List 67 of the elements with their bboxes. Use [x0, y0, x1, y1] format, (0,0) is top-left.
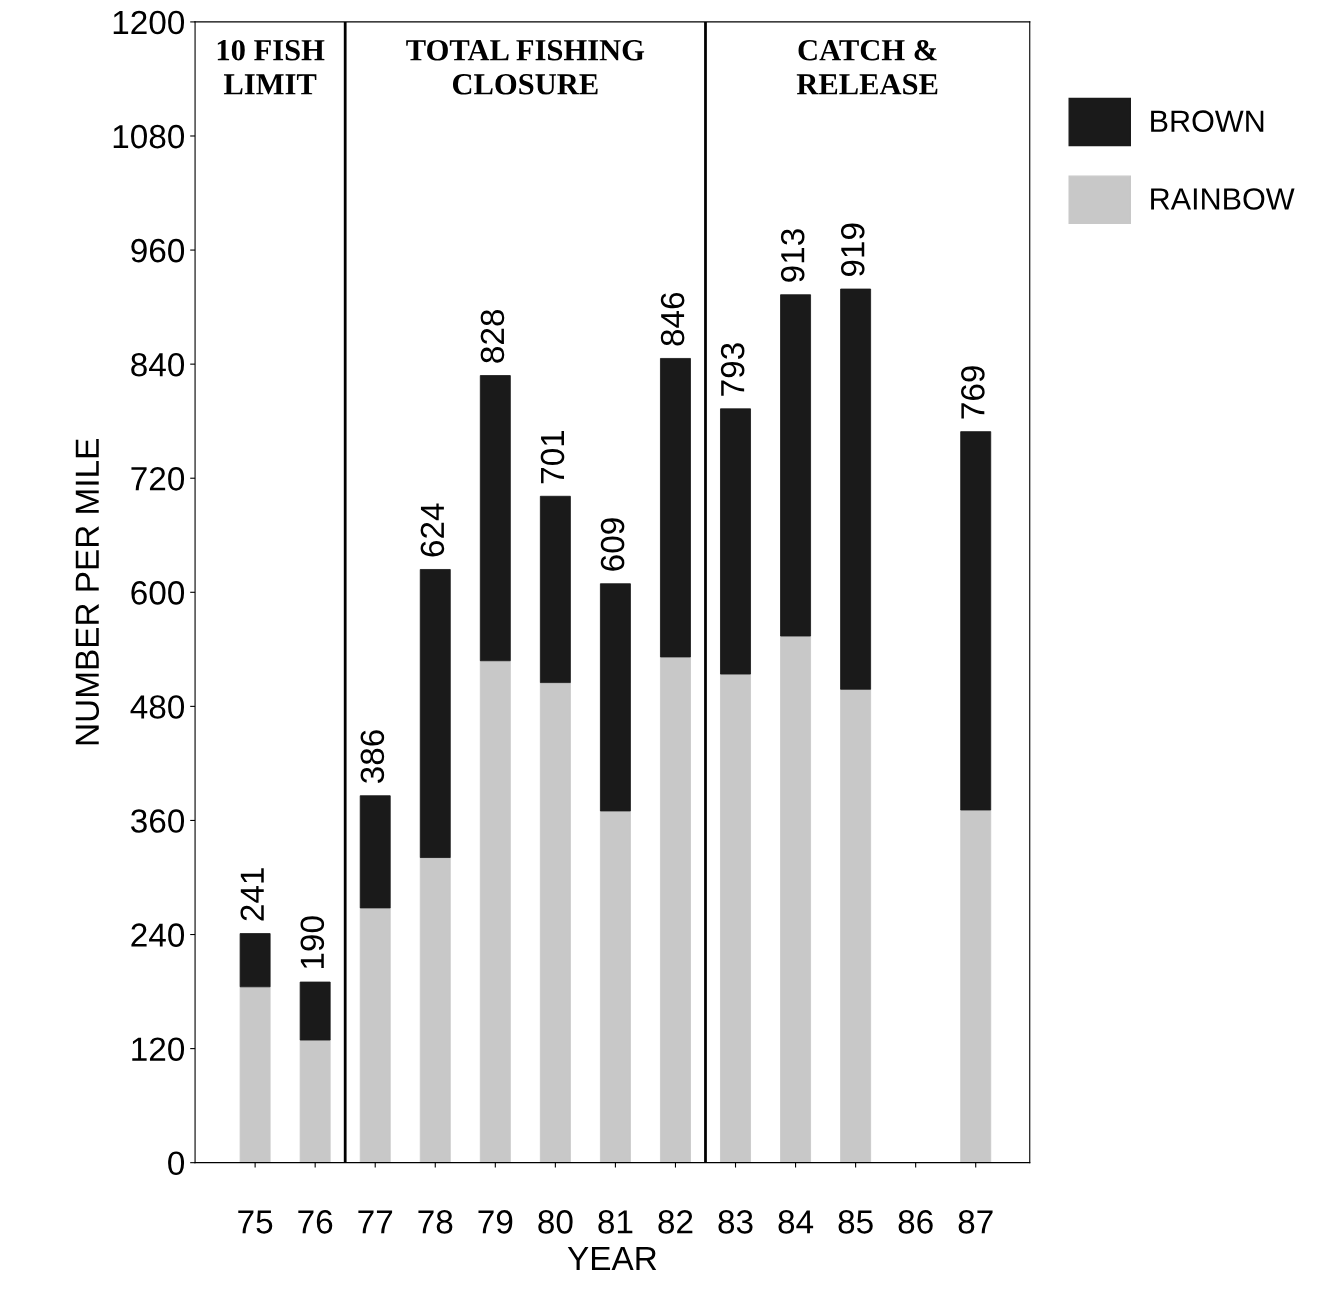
bar [359, 907, 391, 1163]
total-label: 919 [840, 223, 865, 277]
x-tick-label: 87 [958, 1210, 993, 1234]
y-tick-label: 1200 [113, 10, 185, 35]
total-label: 769 [961, 366, 985, 419]
y-tick-label: 960 [131, 238, 185, 263]
total-label: 793 [720, 343, 745, 396]
bar [299, 1039, 331, 1163]
y-tick-label: 480 [130, 695, 185, 719]
y-tick-label: 0 [168, 1151, 185, 1176]
bar [960, 809, 992, 1163]
bar [539, 495, 571, 684]
annotation: CATCH & RELEASE [796, 39, 938, 95]
total-label: 190 [300, 916, 325, 969]
total-label: 624 [420, 503, 445, 557]
bar [479, 660, 511, 1163]
legend-label: RAINBOW [1151, 188, 1295, 210]
bar [840, 288, 872, 690]
bar [780, 294, 811, 637]
x-tick-label: 83 [718, 1210, 753, 1234]
bar [419, 857, 451, 1163]
y-tick-label: 240 [131, 923, 185, 947]
bar [960, 431, 992, 811]
y-tick-label: 600 [131, 581, 185, 605]
y-tick-label: 720 [131, 467, 185, 491]
x-tick-label: 86 [898, 1210, 933, 1234]
bar [780, 635, 811, 1163]
y-tick-label: 120 [132, 1037, 185, 1062]
annotation: TOTAL FISHING CLOSURE [406, 39, 645, 95]
total-label: 701 [540, 430, 565, 484]
bar [720, 408, 751, 675]
bar [419, 569, 451, 858]
total-label: 913 [780, 229, 805, 282]
annotation: 10 FISH LIMIT [217, 39, 325, 95]
x-tick-label: 84 [778, 1210, 814, 1234]
x-tick-label: 75 [238, 1210, 273, 1234]
total-label: 386 [360, 730, 385, 784]
bar [359, 795, 391, 909]
total-label: 241 [240, 868, 264, 921]
bar [660, 656, 691, 1163]
bar [660, 358, 691, 658]
x-tick-label: 82 [658, 1210, 693, 1234]
bar [239, 933, 271, 988]
x-tick-label: 77 [358, 1210, 393, 1234]
bar [599, 583, 631, 812]
y-tick-label: 360 [131, 809, 185, 833]
bar [479, 375, 511, 662]
x-tick-label: 78 [418, 1210, 453, 1234]
x-tick-label: 81 [598, 1210, 633, 1234]
bar [599, 810, 631, 1163]
legend-label: BROWN [1151, 110, 1264, 132]
x-tick-label: 76 [298, 1210, 333, 1234]
bar [539, 682, 571, 1163]
bar [239, 986, 271, 1163]
bar [299, 981, 331, 1041]
x-tick-label: 80 [538, 1210, 573, 1234]
y-tick-label: 1080 [113, 124, 185, 149]
total-label: 828 [480, 309, 505, 363]
total-label: 846 [660, 292, 685, 346]
total-label: 609 [600, 518, 625, 571]
bar [720, 673, 751, 1163]
x-tick-label: 79 [478, 1210, 513, 1234]
y-axis-title: NUMBER PER MILE [75, 439, 100, 745]
x-tick-label: 85 [838, 1210, 873, 1234]
x-axis-title: YEAR [567, 1247, 657, 1270]
bar [840, 688, 872, 1163]
y-tick-label: 840 [131, 352, 185, 377]
